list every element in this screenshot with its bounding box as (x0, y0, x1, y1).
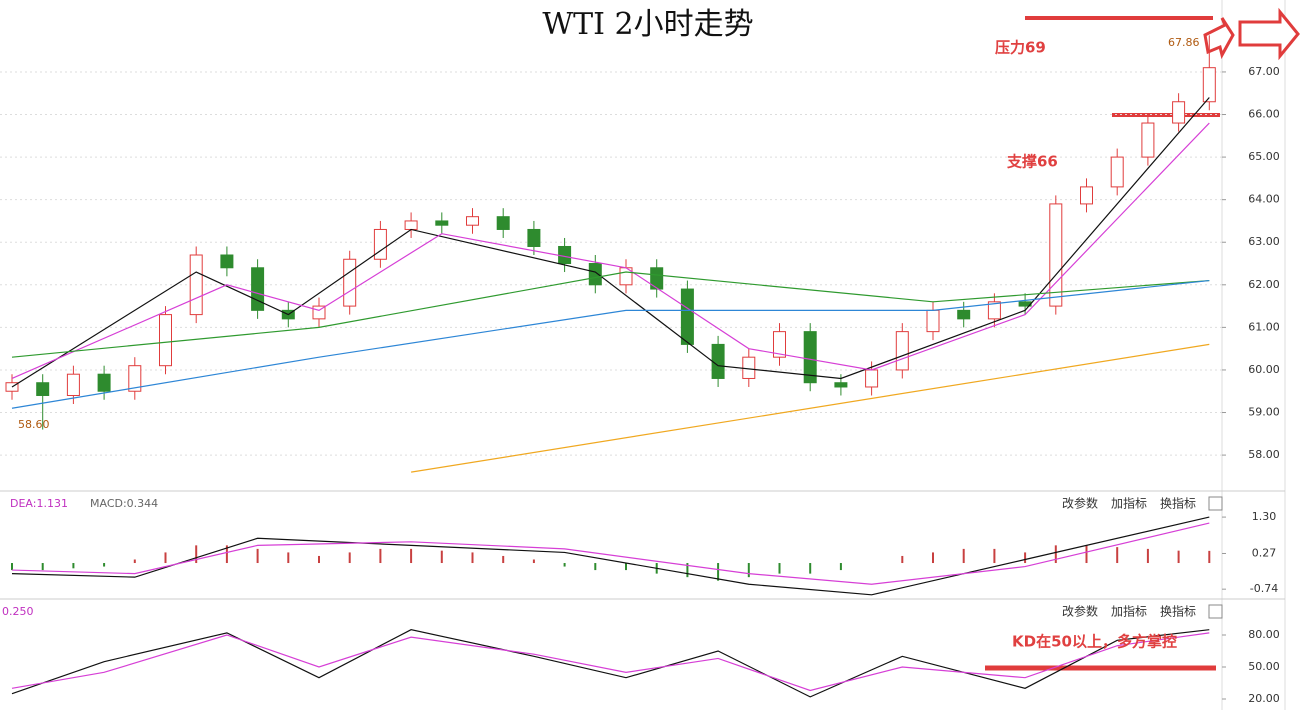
annotation: KD在50以上，多方掌控 (1012, 633, 1177, 651)
candle-body (251, 267, 265, 311)
legend-label: 0.250 (2, 605, 34, 618)
y-tick-label: 20.00 (1248, 692, 1280, 705)
y-tick-label: 62.00 (1248, 278, 1280, 291)
candle-body (66, 373, 80, 396)
candle-body (742, 356, 756, 379)
toolbar-button[interactable]: 改参数 (1062, 496, 1098, 511)
indicator-line (11, 279, 1210, 409)
y-tick-label: 0.27 (1252, 546, 1277, 559)
indicator-line (11, 629, 1210, 698)
candle-body (1172, 101, 1186, 124)
y-tick-label: 61.00 (1248, 320, 1280, 333)
candle-body (128, 365, 142, 392)
candle-body (1141, 122, 1155, 158)
candle-body (680, 288, 694, 345)
candle-body (650, 267, 664, 290)
annotation: 58.60 (18, 418, 50, 431)
y-tick-label: 1.30 (1252, 510, 1277, 523)
y-tick-label: 65.00 (1248, 150, 1280, 163)
candle-body (435, 220, 449, 226)
legend-label: MACD:0.344 (90, 497, 158, 510)
y-tick-label: 60.00 (1248, 363, 1280, 376)
y-tick-label: 67.00 (1248, 65, 1280, 78)
arrow-icon (1203, 17, 1235, 60)
toolbar-button[interactable]: 换指标 (1160, 496, 1196, 511)
candle-body (588, 263, 602, 286)
candle-body (957, 309, 971, 320)
candle-body (1049, 203, 1063, 307)
candle-body (865, 369, 879, 388)
candle-body (466, 216, 479, 226)
candle-body (1110, 156, 1124, 188)
close-button[interactable] (1208, 604, 1223, 619)
candle-body (558, 245, 572, 265)
y-tick-label: 64.00 (1248, 193, 1280, 206)
y-tick-label: 80.00 (1248, 628, 1280, 641)
indicator-line (11, 271, 1210, 358)
candle-body (926, 309, 940, 333)
candle-body (220, 254, 234, 269)
candle-body (1202, 67, 1216, 103)
candle-body (895, 331, 909, 371)
close-button[interactable] (1208, 496, 1223, 511)
indicator-line (11, 97, 1210, 388)
y-tick-label: 59.00 (1248, 406, 1280, 419)
annotation: 压力69 (995, 39, 1046, 57)
candle-body (527, 228, 541, 247)
candle-body (496, 216, 510, 230)
candle-body (189, 254, 203, 316)
toolbar-button[interactable]: 换指标 (1160, 604, 1196, 619)
y-tick-label: 66.00 (1248, 108, 1280, 121)
y-tick-label: -0.74 (1250, 582, 1278, 595)
annotation: 67.86 (1168, 36, 1200, 49)
toolbar-button[interactable]: 加指标 (1111, 496, 1147, 511)
candle-body (373, 228, 387, 260)
candle-body (773, 331, 786, 358)
candle-body (97, 373, 111, 392)
arrow-icon (1238, 7, 1300, 61)
indicator-line (11, 522, 1210, 585)
y-tick-label: 63.00 (1248, 235, 1280, 248)
candle-body (343, 258, 357, 307)
candle-body (1080, 186, 1093, 205)
candle-body (404, 220, 418, 230)
toolbar-button[interactable]: 改参数 (1062, 604, 1098, 619)
indicator-line (411, 343, 1210, 473)
candle-body (987, 301, 1001, 320)
chart-title: WTI 2小时走势 (542, 7, 753, 42)
y-tick-label: 58.00 (1248, 448, 1280, 461)
candle-body (834, 382, 848, 388)
indicator-line (11, 632, 1210, 692)
candle-body (803, 331, 817, 384)
candle-body (36, 382, 50, 396)
toolbar-button[interactable]: 加指标 (1111, 604, 1147, 619)
annotation: 支撑66 (1006, 153, 1058, 171)
legend-label: DEA:1.131 (10, 497, 68, 510)
candle-body (711, 343, 725, 379)
candle-body (159, 314, 172, 367)
indicator-line (11, 122, 1210, 380)
y-tick-label: 50.00 (1248, 660, 1280, 673)
